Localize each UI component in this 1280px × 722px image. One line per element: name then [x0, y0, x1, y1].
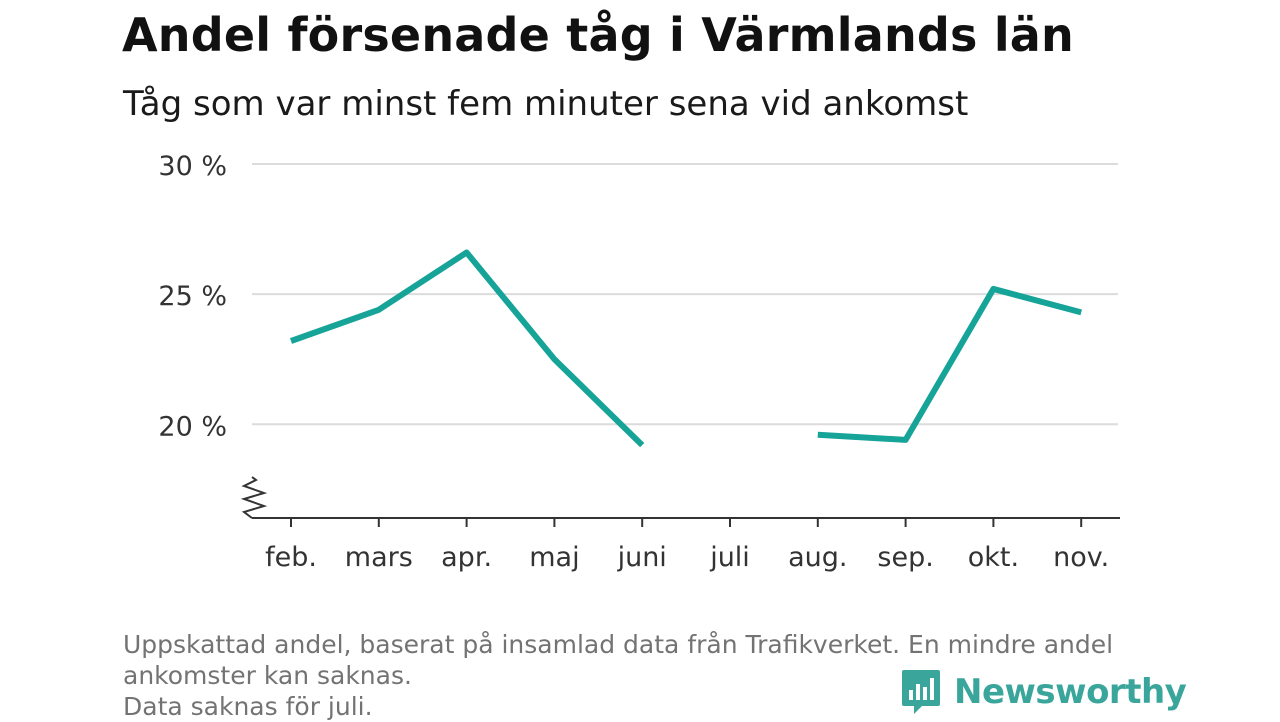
chart-subtitle: Tåg som var minst fem minuter sena vid a…: [123, 84, 969, 124]
y-tick-label: 30 %: [158, 151, 227, 182]
axis-break-mark: [240, 476, 268, 519]
x-tick-label: okt.: [968, 542, 1019, 573]
chart-title: Andel försenade tåg i Värmlands län: [122, 8, 1074, 62]
chart-footnote: Uppskattad andel, baserat på insamlad da…: [123, 629, 1163, 722]
line-chart: 20 % 25 % 30 % feb. mars apr. maj juni juli aug.…: [158, 151, 1120, 573]
x-tick-label: maj: [529, 542, 579, 573]
footnote-line-2: ankomster kan saknas.: [123, 661, 412, 690]
series-lines: [289, 249, 1082, 448]
x-tick-label: apr.: [441, 542, 492, 573]
x-tick-label: mars: [345, 542, 413, 573]
brand-logo: Newsworthy: [900, 668, 1187, 716]
x-tick-label: nov.: [1053, 542, 1109, 573]
series-line: [289, 249, 645, 448]
brand-name: Newsworthy: [954, 672, 1187, 712]
series-line: [817, 285, 1082, 443]
x-tick-label: juli: [709, 542, 750, 573]
y-tick-label: 20 %: [158, 411, 227, 442]
y-axis-ticks: 20 % 25 % 30 %: [158, 151, 227, 442]
gridlines: [252, 163, 1118, 426]
footnote-line-3: Data saknas för juli.: [123, 692, 373, 721]
y-tick-label: 25 %: [158, 281, 227, 312]
x-tick-label: aug.: [788, 542, 847, 573]
footnote-line-1: Uppskattad andel, baserat på insamlad da…: [123, 630, 1114, 659]
x-axis: feb. mars apr. maj juni juli aug. sep. okt. nov.: [240, 476, 1120, 573]
x-tick-label: juni: [617, 542, 667, 573]
newsworthy-logo-icon: [902, 670, 940, 714]
x-tick-label: sep.: [877, 542, 933, 573]
x-tick-label: feb.: [265, 542, 317, 573]
